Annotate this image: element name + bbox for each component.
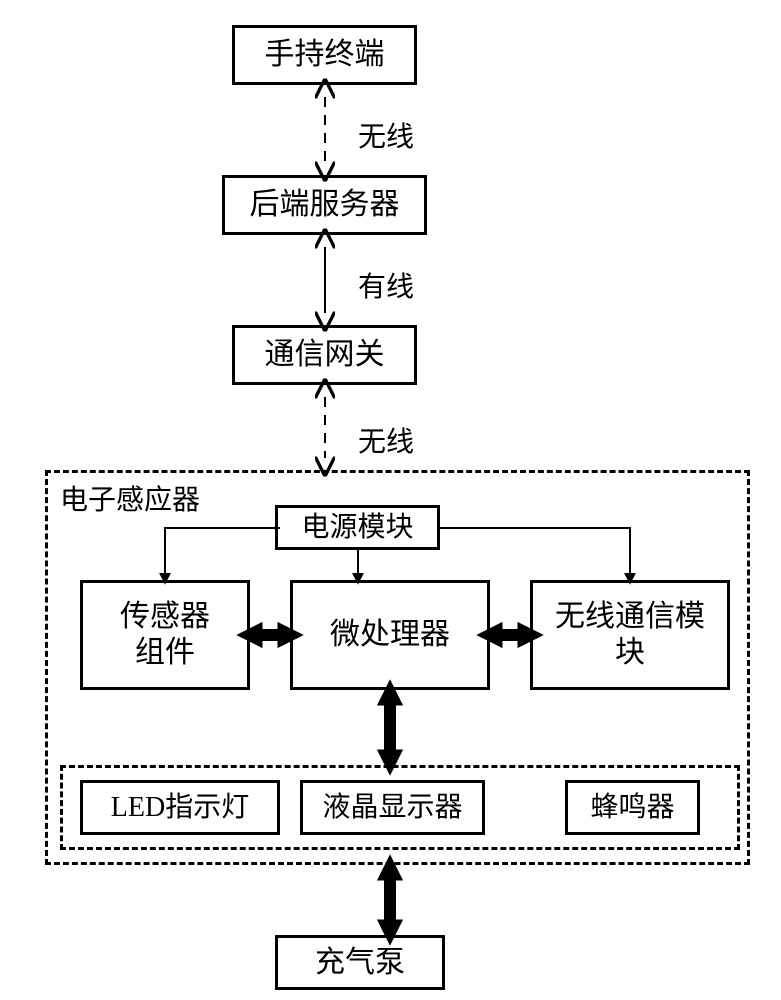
- node-pump-label: 充气泵: [315, 945, 405, 981]
- sensor-container-title: 电子感应器: [60, 478, 200, 518]
- node-backend-label: 后端服务器: [250, 187, 400, 223]
- diagram-canvas: 手持终端 后端服务器 通信网关 电子感应器 电源模块 传感器 组件 微处理器 无…: [0, 0, 781, 1000]
- node-wireless: 无线通信模 块: [530, 580, 730, 690]
- node-pump: 充气泵: [275, 935, 445, 990]
- node-power-label: 电源模块: [301, 511, 413, 545]
- node-handheld-label: 手持终端: [265, 37, 385, 73]
- node-buzzer-label: 蜂鸣器: [590, 791, 674, 825]
- node-mcu: 微处理器: [290, 580, 490, 690]
- node-sensor-label: 传感器 组件: [120, 599, 210, 671]
- node-buzzer: 蜂鸣器: [565, 780, 700, 835]
- node-sensor: 传感器 组件: [80, 580, 250, 690]
- node-backend: 后端服务器: [222, 175, 427, 235]
- edge-label-wired: 有线: [358, 265, 414, 305]
- node-led: LED指示灯: [80, 780, 280, 835]
- edge-label-wireless-1: 无线: [358, 115, 414, 155]
- node-power: 电源模块: [275, 505, 440, 550]
- node-led-label: LED指示灯: [111, 791, 249, 825]
- node-gateway: 通信网关: [232, 325, 417, 385]
- node-wireless-label: 无线通信模 块: [555, 599, 705, 671]
- node-handheld: 手持终端: [232, 25, 417, 85]
- node-mcu-label: 微处理器: [330, 617, 450, 653]
- edge-label-wireless-2: 无线: [358, 420, 414, 460]
- node-lcd-label: 液晶显示器: [322, 791, 462, 825]
- node-gateway-label: 通信网关: [265, 337, 385, 373]
- node-lcd: 液晶显示器: [300, 780, 485, 835]
